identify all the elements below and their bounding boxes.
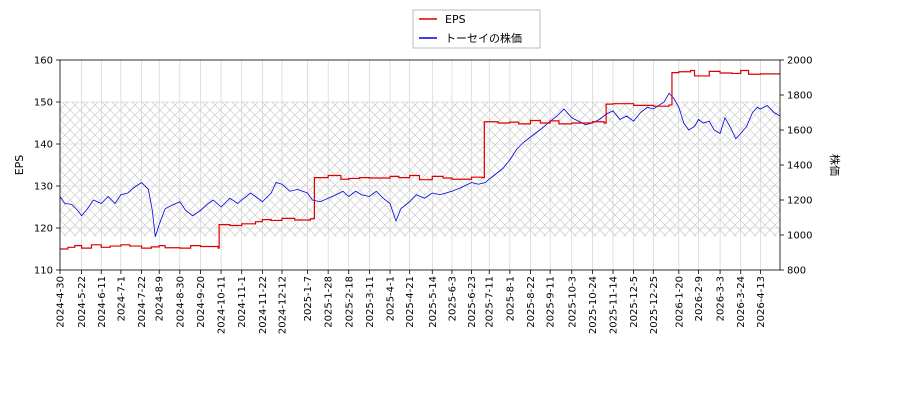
left-axis-label: EPS [13,155,26,176]
x-tick-label: 2025-8-1 [505,276,516,321]
right-tick-label: 1400 [787,161,812,172]
x-tick-label: 2025-4-1 [386,276,397,321]
left-axis-ticks: 110 120 130 140 150 160 [34,56,60,277]
x-tick-label: 2026-3-3 [716,276,727,321]
x-tick-label: 2025-6-3 [447,276,458,321]
right-tick-label: 1600 [787,126,812,137]
x-tick-label: 2025-9-11 [546,276,557,328]
right-axis-label: 株価 [828,154,842,176]
x-tick-label: 2025-10-24 [588,276,599,334]
x-tick-label: 2024-9-20 [196,276,207,328]
x-tick-label: 2024-11-22 [258,276,269,334]
x-tick-label: 2024-12-12 [277,276,288,334]
x-tick-label: 2025-10-3 [567,276,578,328]
x-tick-label: 2025-6-23 [467,276,478,328]
x-tick-label: 2026-3-24 [736,276,747,328]
x-tick-label: 2025-5-14 [428,276,439,328]
x-tick-label: 2025-4-21 [405,276,416,328]
x-tick-label: 2025-7-11 [485,276,496,328]
x-tick-label: 2025-12-25 [649,276,660,334]
x-tick-label: 2025-1-28 [324,276,335,328]
grid-lines [59,59,780,271]
x-tick-label: 2025-2-18 [344,276,355,328]
x-tick-label: 2024-8-9 [155,276,166,321]
right-tick-label: 2000 [787,56,812,67]
legend-label-price: トーセイの株価 [445,31,522,45]
left-tick-label: 160 [34,56,53,67]
x-tick-label: 2026-4-13 [756,276,767,328]
x-tick-label: 2024-8-30 [175,276,186,328]
right-tick-label: 1000 [787,231,812,242]
x-tick-label: 2024-5-22 [77,276,88,328]
right-tick-label: 800 [787,266,806,277]
hatched-band [60,102,780,237]
left-tick-label: 110 [34,266,53,277]
right-axis-ticks: 800 1000 1200 1400 1600 1800 2000 [780,56,812,277]
x-tick-label: 2024-7-1 [116,276,127,321]
x-tick-label: 2024-4-30 [56,276,67,328]
x-tick-label: 2025-11-14 [609,276,620,334]
legend-label-eps: EPS [445,13,466,26]
x-tick-label: 2024-7-22 [137,276,148,328]
legend-box [412,9,541,49]
left-tick-label: 150 [34,98,53,109]
x-tick-label: 2024-11-1 [237,276,248,328]
left-tick-label: 130 [34,182,53,193]
x-tick-label: 2025-1-7 [303,276,314,321]
x-tick-label: 2025-3-11 [365,276,376,328]
series-line-price [60,92,780,237]
legend: EPS トーセイの株価 [412,9,541,49]
x-tick-label: 2026-2-9 [694,276,705,321]
x-tick-label: 2024-10-11 [217,276,228,334]
x-axis-ticks: 2024-4-30 2024-5-22 2024-6-11 2024-7-1 2024-… [56,270,767,334]
left-tick-label: 140 [34,140,53,151]
x-tick-label: 2025-8-22 [526,276,537,328]
left-tick-label: 120 [34,224,53,235]
right-tick-label: 1800 [787,91,812,102]
right-tick-label: 1200 [787,196,812,207]
x-tick-label: 2025-12-5 [629,276,640,328]
series-line-eps [60,69,780,250]
x-tick-label: 2024-6-11 [97,276,108,328]
x-tick-label: 2026-1-20 [674,276,685,328]
